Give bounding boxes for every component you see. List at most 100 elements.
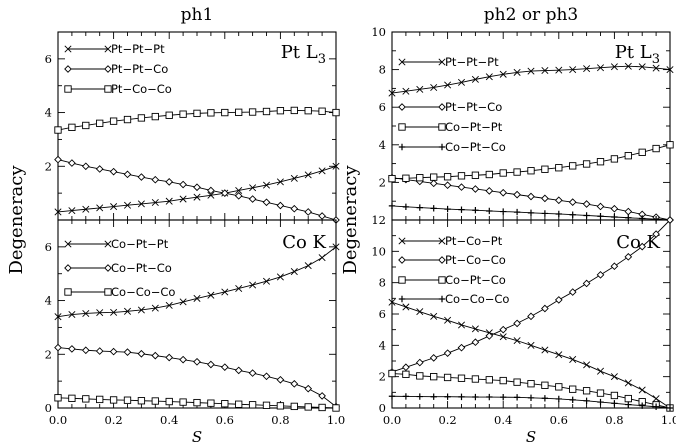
column-title-ph2-ph3: ph2 or ph3 (484, 5, 578, 25)
data-point (429, 179, 438, 188)
data-point (527, 167, 535, 175)
data-point (638, 63, 646, 71)
data-point (304, 208, 313, 216)
data-point (569, 385, 577, 393)
y-tick-label: 12 (371, 213, 386, 227)
data-point (416, 204, 423, 211)
data-point (430, 205, 437, 212)
data-point (54, 208, 62, 216)
data-point (499, 376, 507, 385)
data-point (416, 85, 424, 93)
legend-marker (104, 45, 112, 53)
data-point (443, 181, 452, 190)
data-point (262, 401, 271, 409)
series-square (388, 141, 674, 183)
legend-marker (438, 237, 446, 245)
data-point (568, 288, 577, 296)
data-point (402, 203, 410, 211)
data-point (318, 254, 326, 262)
data-point (262, 372, 271, 381)
data-point (652, 230, 660, 238)
data-point (513, 319, 521, 328)
y-tick-label: 2 (379, 370, 386, 384)
data-point (137, 306, 145, 314)
data-point (555, 210, 562, 218)
data-point (569, 355, 577, 363)
data-point (137, 349, 146, 358)
panel-1: 0.0 0.2 0.4 0.6 0.8 1.0 0 2 4 6 Co K Co−Pt−Pt Co−Pt−… (45, 219, 345, 427)
legend-marker (398, 256, 406, 264)
data-point (430, 83, 438, 91)
series-diamond (54, 155, 340, 224)
data-point (458, 206, 465, 213)
data-point (332, 162, 340, 170)
data-point (666, 216, 674, 224)
data-point (332, 108, 340, 117)
data-point (610, 63, 618, 71)
data-point (207, 291, 215, 299)
y-tick-label: 2 (45, 347, 52, 361)
data-point (555, 164, 563, 172)
data-point (444, 81, 452, 89)
data-point (96, 309, 104, 317)
data-point (151, 175, 160, 184)
data-point (485, 376, 493, 384)
data-point (485, 332, 494, 340)
data-point (624, 62, 632, 70)
data-point (179, 355, 187, 364)
data-point (207, 399, 215, 407)
data-point (165, 353, 174, 362)
legend-label: Pt−Co−Co (445, 253, 506, 267)
data-point (471, 75, 479, 83)
legend-label: Co−Pt−Co (445, 273, 506, 287)
data-point (262, 107, 271, 116)
data-point (165, 197, 173, 205)
x-tick-label: 0.6 (216, 413, 234, 427)
data-point (416, 308, 424, 316)
data-point (652, 64, 660, 72)
data-point (582, 279, 591, 288)
data-point (513, 68, 521, 76)
y-tick-label: 0 (45, 401, 52, 415)
data-point (610, 155, 619, 163)
data-point (444, 205, 451, 213)
data-point (388, 298, 396, 306)
data-point (610, 262, 619, 271)
data-point (610, 373, 618, 381)
data-point (304, 384, 313, 393)
data-point (555, 66, 563, 74)
data-point (527, 394, 535, 402)
data-point (234, 191, 243, 200)
data-point (513, 337, 521, 345)
data-point (207, 360, 215, 369)
data-point (457, 172, 466, 180)
legend-marker (438, 123, 446, 131)
data-point (110, 308, 118, 316)
data-point (513, 394, 521, 401)
data-point (541, 381, 549, 389)
series-x (54, 162, 340, 216)
x-tick-label: 0.6 (550, 413, 568, 427)
data-point (193, 294, 201, 302)
data-point (541, 194, 549, 203)
data-point (596, 158, 605, 166)
data-point (151, 199, 159, 207)
series-x (54, 243, 340, 321)
data-point (569, 66, 577, 74)
data-point (596, 202, 605, 211)
data-point (541, 67, 549, 75)
data-point (123, 396, 132, 404)
data-point (207, 186, 215, 195)
legend-label: Pt−Co−Co (111, 82, 172, 96)
y-tick-label: 10 (371, 25, 386, 39)
legend-label: Pt−Pt−Co (111, 62, 168, 76)
x-axis-label-left: S (192, 428, 202, 446)
data-point (471, 375, 480, 383)
data-point (596, 270, 605, 279)
data-point (137, 173, 146, 181)
data-point (96, 119, 104, 127)
data-point (179, 195, 187, 203)
legend-label: Pt−Co−Pt (445, 234, 503, 248)
data-point (666, 404, 674, 412)
data-point (639, 402, 646, 409)
